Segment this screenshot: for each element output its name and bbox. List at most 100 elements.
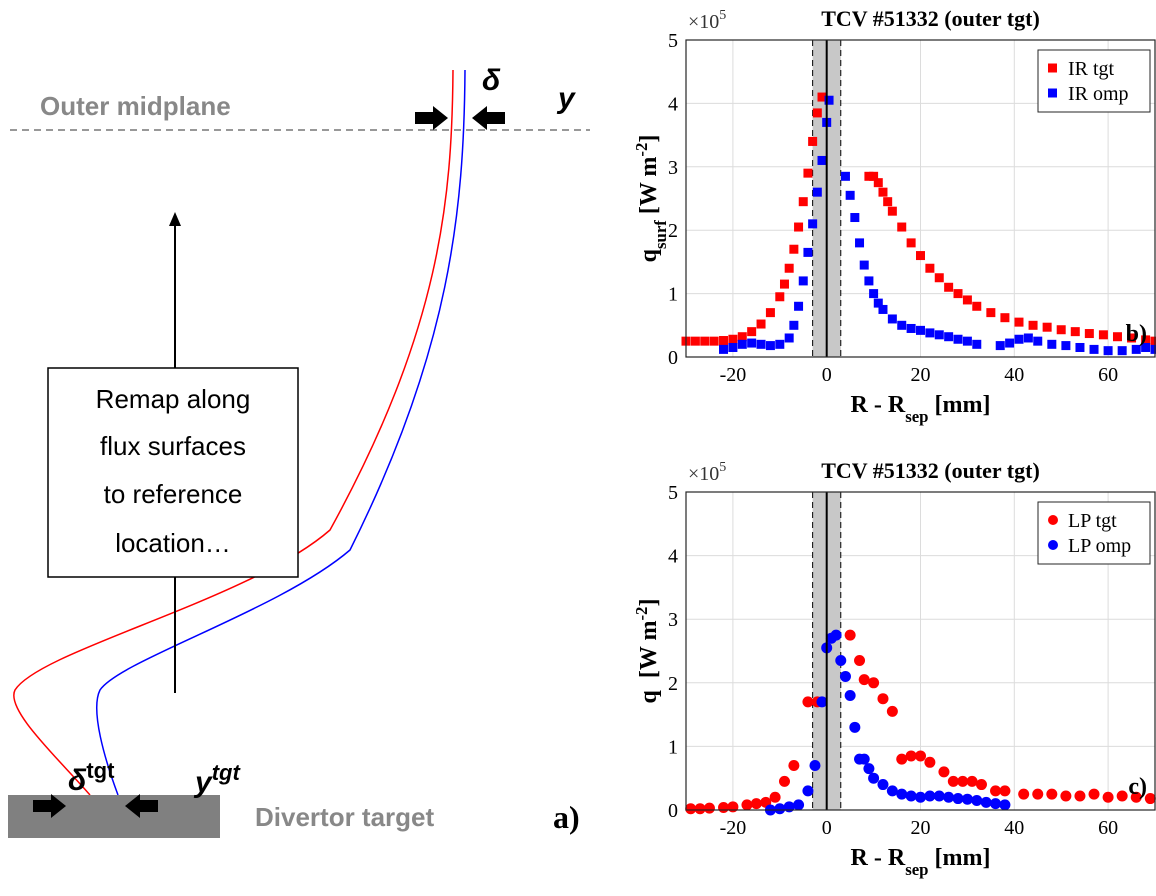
y-tick-label: 1 (668, 736, 678, 758)
data-point (938, 766, 950, 778)
data-point (1112, 332, 1122, 342)
data-point (1005, 338, 1015, 348)
data-point (817, 155, 827, 165)
data-point (896, 788, 908, 800)
plot-frame (685, 39, 1156, 358)
data-point (925, 263, 935, 273)
data-point (719, 344, 729, 354)
data-point (1144, 793, 1156, 805)
data-point (943, 791, 955, 803)
arrow (33, 794, 66, 818)
data-point (718, 801, 730, 813)
data-point (747, 327, 757, 337)
y-axis-label: q [W m-2] (632, 599, 663, 704)
data-point (869, 171, 879, 181)
data-point (849, 721, 861, 733)
data-point (934, 273, 944, 283)
data-point (906, 238, 916, 248)
data-point (756, 339, 766, 349)
chart-title: TCV #51332 (outer tgt) (821, 6, 1040, 31)
data-point (840, 171, 850, 181)
data-point (835, 655, 847, 667)
arrow (125, 794, 158, 818)
data-point (816, 696, 828, 708)
data-point (916, 251, 925, 261)
x-tick-label: -20 (720, 364, 747, 386)
data-point (1116, 790, 1128, 802)
legend-marker (1048, 63, 1057, 73)
y-tgt-sup: tgt (212, 760, 242, 785)
data-point (972, 301, 982, 311)
scale-factor: ×105 (688, 8, 726, 33)
data-point (975, 779, 987, 791)
data-point (709, 336, 719, 346)
data-point (1131, 344, 1141, 354)
data-point (798, 197, 808, 207)
data-point (774, 803, 786, 815)
plot-frame (685, 491, 1156, 811)
data-point (878, 304, 888, 314)
legend-label: IR tgt (1068, 58, 1115, 80)
midplane-label: Outer midplane (40, 91, 231, 121)
data-point (995, 341, 1005, 351)
data-point (789, 320, 799, 330)
data-point (783, 801, 795, 813)
legend-label: LP tgt (1068, 510, 1117, 532)
data-point (873, 178, 883, 188)
data-point (798, 276, 808, 286)
legend-marker (1048, 540, 1058, 550)
data-point (750, 798, 762, 810)
data-point (808, 136, 818, 146)
data-point (897, 320, 907, 330)
data-point (864, 276, 874, 286)
data-point (962, 295, 972, 305)
data-point (694, 803, 706, 815)
data-point (886, 785, 898, 797)
x-tick-label: 20 (911, 364, 931, 386)
data-point (933, 790, 945, 802)
data-point (877, 779, 889, 791)
data-point (952, 793, 964, 805)
data-point (1127, 333, 1137, 343)
data-point (1070, 327, 1080, 337)
data-point (1084, 329, 1094, 339)
y-tick-label: 5 (668, 482, 678, 504)
data-point (784, 333, 794, 343)
data-point (915, 750, 926, 762)
x-axis-label: R - Rsep [mm] (851, 392, 991, 426)
scale-factor: ×105 (688, 460, 726, 485)
data-point (858, 753, 870, 765)
data-point (858, 674, 870, 686)
data-point (1056, 325, 1066, 335)
data-point (747, 338, 757, 348)
y-tick-label: 5 (668, 30, 678, 52)
data-point (873, 298, 883, 308)
y-tgt-label: ytgt (193, 760, 241, 799)
x-tick-label: 60 (1098, 817, 1118, 839)
data-point (883, 197, 893, 207)
data-point (788, 759, 800, 771)
data-point (700, 336, 710, 346)
y-tgt: y (193, 766, 213, 799)
x-tick-label: -20 (720, 817, 747, 839)
data-point (1028, 320, 1038, 330)
data-point (690, 336, 700, 346)
data-point (986, 308, 996, 318)
label-part: sep (905, 860, 928, 879)
data-point (812, 187, 822, 197)
target-label: Divertor target (255, 802, 434, 832)
label-part: ] (636, 135, 662, 143)
arrow (472, 106, 505, 130)
data-point (817, 92, 827, 102)
data-point (839, 670, 851, 682)
data-point (1033, 336, 1043, 346)
scale-exponent: 5 (719, 460, 726, 475)
delta-tgt: δ (68, 764, 87, 797)
label-part: [mm] (929, 845, 991, 871)
data-point (775, 339, 785, 349)
chart-title: TCV #51332 (outer tgt) (821, 458, 1040, 483)
data-point (844, 690, 856, 702)
remap-box (47, 367, 299, 578)
data-point (728, 334, 738, 344)
data-point (1074, 790, 1086, 802)
